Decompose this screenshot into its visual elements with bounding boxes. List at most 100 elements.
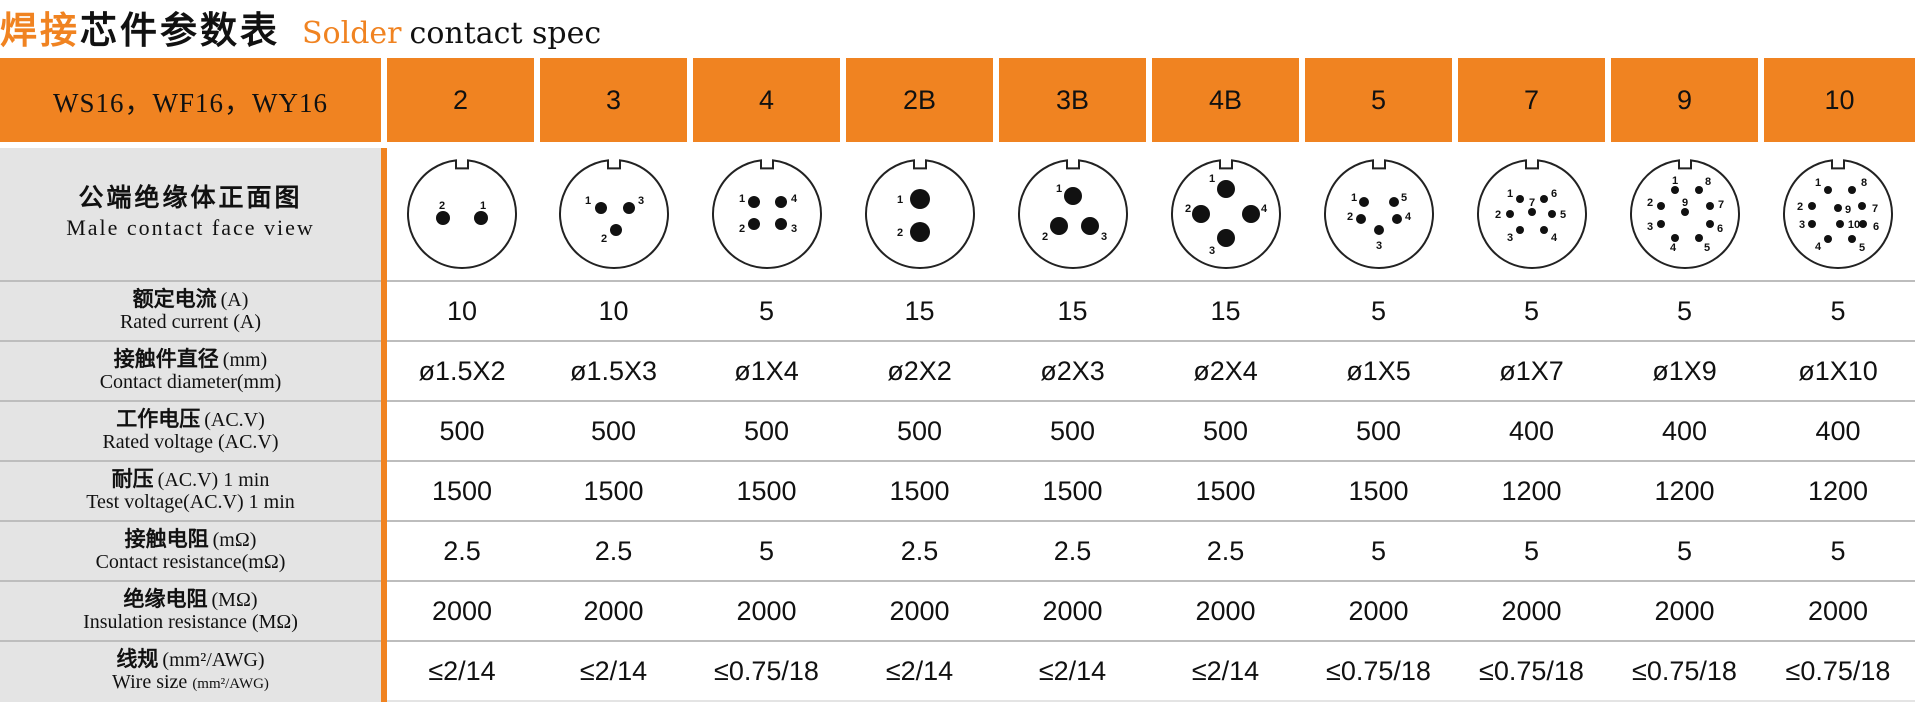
pin-label: 2 bbox=[1646, 197, 1652, 209]
contact-pin bbox=[1859, 220, 1867, 228]
face-cell: 1 3 2 bbox=[537, 145, 690, 282]
value-cell: 500 bbox=[843, 401, 996, 462]
contact-pin bbox=[1547, 210, 1556, 218]
title-en-orange: Solder bbox=[302, 16, 402, 51]
value-cell: ≤0.75/18 bbox=[1761, 641, 1915, 702]
row-label: 绝缘电阻 (MΩ) Insulation resistance (MΩ) bbox=[0, 581, 387, 642]
contact-pin bbox=[909, 222, 930, 242]
face-cell: 1 2 4 3 bbox=[1149, 145, 1302, 282]
pin-label: 1 bbox=[1815, 177, 1821, 189]
contact-pin bbox=[1049, 217, 1068, 235]
col-header: 3 bbox=[537, 58, 693, 148]
value-cell: 500 bbox=[384, 401, 537, 462]
row-label: 线规 (mm²/AWG) Wire size (mm²/AWG) bbox=[0, 641, 387, 702]
face-label-en: Male contact face view bbox=[66, 215, 315, 240]
row-label-cn: 耐压 bbox=[111, 467, 154, 492]
contact-pin bbox=[1834, 204, 1842, 212]
value-cell: 500 bbox=[690, 401, 843, 462]
contact-pin bbox=[1241, 205, 1260, 223]
row-label: 额定电流 (A) Rated current (A) bbox=[0, 281, 387, 342]
pin-label: 8 bbox=[1704, 176, 1710, 188]
value-cell: 5 bbox=[690, 521, 843, 582]
contact-pin bbox=[609, 224, 622, 236]
contact-pin bbox=[1515, 195, 1524, 203]
value-cell: 5 bbox=[1455, 281, 1608, 342]
value-cell: 2.5 bbox=[384, 521, 537, 582]
face-cell: 1 8 2 9 7 3 10 6 4 5 bbox=[1761, 145, 1915, 282]
contact-pin bbox=[1373, 225, 1384, 235]
col-header: 10 bbox=[1761, 58, 1915, 148]
spec-row: 接触件直径 (mm) Contact diameter(mm) ø1.5X2 ø1.5… bbox=[0, 341, 1915, 402]
title-cn-orange: 焊接 bbox=[0, 9, 80, 52]
pin-label: 5 bbox=[1703, 242, 1709, 254]
pin-label: 2 bbox=[1797, 201, 1803, 213]
value-cell: 500 bbox=[1149, 401, 1302, 462]
row-label: 工作电压 (AC.V) Rated voltage (AC.V) bbox=[0, 401, 387, 462]
row-label-cn-line: 耐压 (AC.V) 1 min bbox=[0, 468, 381, 492]
pin-label: 9 bbox=[1681, 197, 1687, 209]
face-cell: 1 2 3 bbox=[996, 145, 1149, 282]
face-diagram-3pin: 1 3 2 bbox=[558, 159, 669, 269]
contact-pin bbox=[1694, 186, 1703, 194]
row-label-cn-line: 接触电阻 (mΩ) bbox=[0, 528, 381, 552]
face-cell: 1 8 2 9 7 3 6 4 5 bbox=[1608, 145, 1761, 282]
face-diagram-9pin: 1 8 2 9 7 3 6 4 5 bbox=[1629, 159, 1740, 269]
value-cell: ≤0.75/18 bbox=[1608, 641, 1761, 702]
row-label-cn-line: 线规 (mm²/AWG) bbox=[0, 648, 381, 672]
value-cell: 5 bbox=[1302, 281, 1455, 342]
contact-pin bbox=[474, 211, 488, 225]
pin-label: 5 bbox=[1559, 209, 1565, 221]
col-header: 2 bbox=[384, 58, 540, 148]
row-label-cn: 额定电流 bbox=[132, 287, 217, 312]
row-label-en-line: Rated voltage (AC.V) bbox=[0, 431, 381, 454]
value-cell: ø2X4 bbox=[1149, 341, 1302, 402]
contact-pin bbox=[1705, 220, 1714, 228]
contact-pin bbox=[622, 202, 635, 214]
value-cell: 500 bbox=[537, 401, 690, 462]
value-cell: 1500 bbox=[384, 461, 537, 522]
value-cell: 5 bbox=[1302, 521, 1455, 582]
pin-label: 2 bbox=[1184, 203, 1190, 215]
value-cell: 2.5 bbox=[1149, 521, 1302, 582]
value-cell: ø1X4 bbox=[690, 341, 843, 402]
value-cell: 2000 bbox=[690, 581, 843, 642]
value-cell: 5 bbox=[1761, 281, 1915, 342]
row-label: 接触电阻 (mΩ) Contact resistance(mΩ) bbox=[0, 521, 387, 582]
pin-label: 4 bbox=[1404, 211, 1411, 223]
contact-pin bbox=[1670, 186, 1679, 194]
value-cell: 1200 bbox=[1761, 461, 1915, 522]
value-cell: ≤2/14 bbox=[843, 641, 996, 702]
value-cell: 5 bbox=[1608, 521, 1761, 582]
insulator-outline bbox=[864, 159, 975, 269]
value-cell: 2.5 bbox=[537, 521, 690, 582]
pin-label: 2 bbox=[896, 227, 902, 239]
value-cell: ≤0.75/18 bbox=[1455, 641, 1608, 702]
row-label: 耐压 (AC.V) 1 min Test voltage(AC.V) 1 min bbox=[0, 461, 387, 522]
row-label-cn: 绝缘电阻 bbox=[123, 587, 208, 612]
insulator-outline bbox=[407, 159, 517, 269]
pin-label: 10 bbox=[1848, 219, 1860, 231]
row-label-cn: 线规 bbox=[116, 647, 159, 672]
face-diagram-3b: 1 2 3 bbox=[1017, 159, 1128, 269]
contact-pin bbox=[1539, 195, 1548, 203]
value-cell: ø1X9 bbox=[1608, 341, 1761, 402]
pin-label: 1 bbox=[1506, 188, 1512, 200]
pin-label: 2 bbox=[439, 200, 445, 212]
header-row: WS16，WF16，WY16 2 3 4 2B 3B 4B 5 7 9 10 bbox=[0, 58, 1915, 148]
value-cell: ≤2/14 bbox=[1149, 641, 1302, 702]
contact-pin bbox=[1694, 234, 1703, 242]
value-cell: ø1X5 bbox=[1302, 341, 1455, 402]
value-cell: ø1.5X3 bbox=[537, 341, 690, 402]
contact-pin bbox=[1808, 202, 1816, 210]
pin-label: 3 bbox=[1375, 240, 1381, 252]
face-diagram-4pin: 1 4 2 3 bbox=[711, 159, 822, 269]
insulator-outline bbox=[711, 159, 822, 269]
pin-label: 4 bbox=[790, 193, 797, 205]
col-header: 7 bbox=[1455, 58, 1611, 148]
contact-pin bbox=[1216, 180, 1235, 198]
contact-pin bbox=[1216, 229, 1235, 247]
pin-label: 7 bbox=[1872, 203, 1878, 215]
row-label-en-line: Wire size (mm²/AWG) bbox=[0, 671, 381, 694]
